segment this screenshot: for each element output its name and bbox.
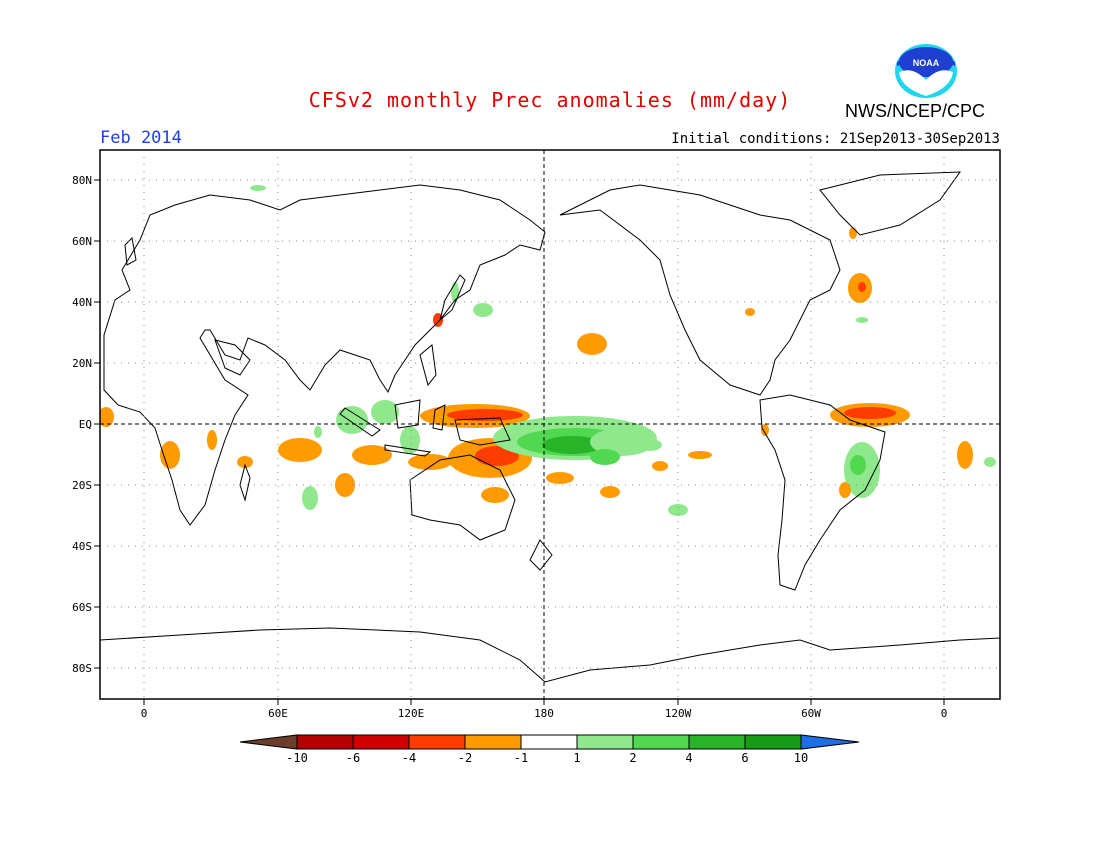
coastlines — [100, 171, 1000, 683]
tick-marks — [94, 179, 945, 705]
longitude-labels: 0 60E 120E 180 120W 60W 0 — [141, 707, 948, 720]
lon-label: 180 — [534, 707, 554, 720]
forecast-month: Feb 2014 — [100, 128, 182, 148]
lat-label: 80S — [72, 662, 92, 675]
lat-label: 40N — [72, 296, 92, 309]
lon-label: 0 — [941, 707, 948, 720]
lon-label: 120W — [665, 707, 692, 720]
lon-label: 120E — [398, 707, 425, 720]
latitude-labels: 80N 60N 40N 20N EQ 20S 40S 60S 80S — [72, 174, 92, 675]
anomaly-shading — [100, 185, 996, 516]
lon-label: 60W — [801, 707, 821, 720]
lat-label: 60N — [72, 235, 92, 248]
lon-label: 0 — [141, 707, 148, 720]
lat-label: 20N — [72, 357, 92, 370]
graticule — [100, 150, 1000, 699]
lon-label: 60E — [268, 707, 288, 720]
lat-label: 20S — [72, 479, 92, 492]
map-title: CFSv2 monthly Prec anomalies (mm/day) — [308, 88, 792, 112]
initial-conditions: Initial conditions: 21Sep2013-30Sep2013 — [671, 131, 1000, 147]
lat-label: 80N — [72, 174, 92, 187]
noaa-logo: NOAA — [895, 44, 957, 98]
map-area — [100, 150, 1000, 699]
lat-label: EQ — [79, 418, 92, 431]
lat-label: 40S — [72, 540, 92, 553]
agency-label: NWS/NCEP/CPC — [845, 101, 986, 121]
lat-label: 60S — [72, 601, 92, 614]
reference-lines — [100, 150, 1000, 699]
noaa-logo-text: NOAA — [913, 58, 940, 68]
